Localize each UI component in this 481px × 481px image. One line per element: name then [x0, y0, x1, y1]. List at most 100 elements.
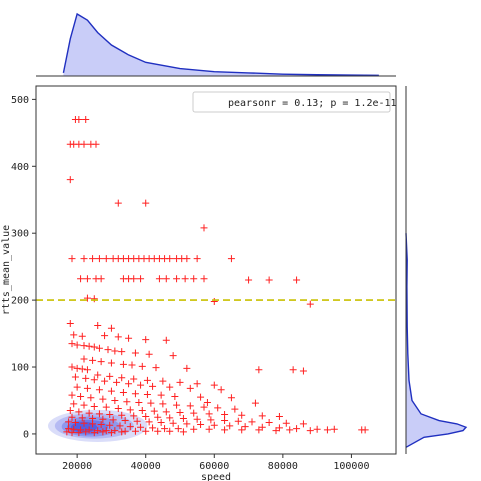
- scatter-point-38: [97, 275, 105, 283]
- x-tick-label-4: 100000: [333, 461, 369, 472]
- y-tick-label-1: 100: [11, 363, 29, 374]
- scatter-point-110: [149, 382, 157, 390]
- scatter-point-179: [99, 415, 107, 423]
- scatter-point-48: [200, 275, 208, 283]
- scatter-point-83: [128, 361, 136, 369]
- y-axis-title: rtts_mean_value: [1, 225, 12, 315]
- scatter-point-174: [282, 419, 290, 427]
- y-tick-label-0: 0: [23, 429, 29, 440]
- scatter-point-133: [135, 398, 143, 406]
- scatter-point-65: [162, 336, 170, 344]
- scatter-point-115: [83, 384, 91, 392]
- main-plot-area: 20000 40000 60000 80000 100000 0 100 200 300 400…: [11, 85, 397, 472]
- scatter-point-230: [166, 427, 174, 435]
- scatter-point-131: [111, 396, 119, 404]
- scatter-point-209: [221, 426, 229, 434]
- scatter-point-13: [68, 255, 76, 263]
- scatter-point-98: [143, 376, 151, 384]
- scatter-point-187: [197, 421, 205, 429]
- scatter-point-195: [65, 418, 73, 426]
- scatter-point-152: [205, 410, 213, 418]
- scatter-point-64: [142, 336, 150, 344]
- scatter-point-170: [221, 417, 229, 425]
- top-marginal-distribution: [36, 12, 396, 77]
- x-tick-label-2: 60000: [199, 461, 229, 472]
- scatter-point-186: [183, 420, 191, 428]
- scatter-point-76: [145, 350, 153, 358]
- scatter-point-16: [95, 255, 103, 263]
- scatter-point-12: [200, 224, 208, 232]
- scatter-point-194: [313, 425, 321, 433]
- scatter-point-207: [190, 425, 198, 433]
- scatter-point-226: [121, 427, 129, 435]
- scatter-point-190: [241, 423, 249, 431]
- scatter-point-157: [66, 407, 74, 415]
- scatter-point-96: [118, 374, 126, 382]
- scatter-point-36: [83, 275, 91, 283]
- scatter-point-6: [80, 140, 88, 148]
- scatter-point-219: [65, 425, 73, 433]
- x-axis-ticks: 20000 40000 60000 80000 100000: [62, 454, 369, 472]
- y-tick-label-4: 400: [11, 162, 29, 173]
- scatter-point-197: [80, 419, 88, 427]
- scatter-point-123: [197, 393, 205, 401]
- scatter-point-208: [205, 425, 213, 433]
- scatter-point-143: [90, 402, 98, 410]
- scatter-point-117: [107, 387, 115, 395]
- scatter-point-53: [90, 295, 98, 303]
- scatter-point-134: [147, 399, 155, 407]
- scatter-point-132: [123, 398, 131, 406]
- scatter-point-199: [97, 421, 105, 429]
- x-tick-label-1: 40000: [131, 461, 161, 472]
- scatter-point-111: [166, 383, 174, 391]
- scatter-point-8: [92, 140, 100, 148]
- scatter-point-114: [73, 383, 81, 391]
- scatter-point-239: [118, 428, 126, 436]
- scatter-point-67: [73, 341, 81, 349]
- scatter-point-122: [171, 392, 179, 400]
- scatter-point-51: [293, 276, 301, 284]
- scatter-point-216: [330, 425, 338, 433]
- scatter-point-29: [166, 255, 174, 263]
- scatter-point-46: [181, 275, 189, 283]
- scatter-point-71: [95, 344, 103, 352]
- scatter-point-235: [82, 428, 90, 436]
- scatter-point-218: [361, 426, 369, 434]
- right-marginal-fill: [406, 233, 466, 448]
- scatter-point-161: [106, 411, 114, 419]
- scatter-point-118: [119, 388, 127, 396]
- scatter-point-175: [299, 420, 307, 428]
- plot-frame: [35, 85, 397, 455]
- scatter-point-164: [142, 413, 150, 421]
- scatter-point-103: [71, 373, 79, 381]
- scatter-point-238: [107, 429, 115, 437]
- scatter-point-119: [131, 390, 139, 398]
- scatter-point-138: [200, 403, 208, 411]
- scatter-point-150: [176, 409, 184, 417]
- scatter-point-55: [306, 300, 314, 308]
- scatter-point-120: [143, 390, 151, 398]
- scatter-point-201: [116, 422, 124, 430]
- scatter-point-72: [104, 346, 112, 354]
- scatter-point-224: [102, 427, 110, 435]
- scatter-point-112: [186, 384, 194, 392]
- scatter-point-89: [299, 367, 307, 375]
- scatter-point-142: [80, 401, 88, 409]
- scatter-point-144: [102, 403, 110, 411]
- scatter-point-82: [119, 360, 127, 368]
- scatter-point-73: [111, 347, 119, 355]
- scatter-point-234: [75, 429, 83, 437]
- x-tick-label-3: 80000: [268, 461, 298, 472]
- scatter-point-81: [107, 359, 115, 367]
- scatter-point-182: [133, 417, 141, 425]
- scatter-point-43: [155, 275, 163, 283]
- right-marginal-line: [405, 233, 468, 448]
- scatter-point-210: [238, 426, 246, 434]
- scatter-point-74: [118, 348, 126, 356]
- scatter-point-45: [173, 275, 181, 283]
- scatter-point-140: [231, 405, 239, 413]
- scatter-point-126: [251, 399, 259, 407]
- scatter-point-213: [286, 426, 294, 434]
- x-tick-label-0: 20000: [62, 461, 92, 472]
